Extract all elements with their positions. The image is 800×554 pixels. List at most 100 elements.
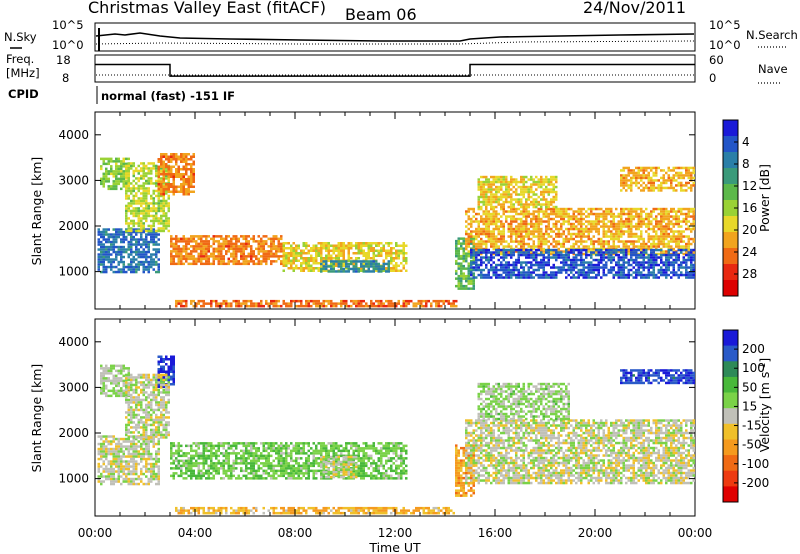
power-echo-cell	[492, 251, 495, 254]
power-echo-cell	[557, 251, 560, 254]
power-echo-cell	[542, 242, 545, 246]
power-echo-cell	[157, 158, 160, 161]
power-echo-cell	[120, 170, 123, 173]
power-echo-cell	[172, 255, 175, 258]
power-echo-cell	[522, 242, 525, 246]
power-echo-cell	[275, 260, 278, 263]
power-echo-cell	[455, 239, 458, 243]
power-echo-cell	[342, 264, 345, 267]
power-echo-cell	[555, 198, 558, 201]
power-echo-cell	[550, 198, 553, 201]
power-echo-cell	[387, 244, 390, 247]
power-echo-cell	[337, 260, 340, 263]
power-echo-cell	[500, 256, 503, 259]
power-echo-cell	[550, 250, 553, 253]
power-echo-cell	[357, 260, 360, 263]
power-echo-cell	[487, 256, 490, 259]
power-echo-cell	[562, 215, 565, 218]
power-echo-cell	[595, 258, 598, 262]
power-echo-cell	[637, 266, 640, 269]
power-echo-cell	[527, 273, 530, 277]
power-echo-cell	[192, 235, 195, 238]
power-echo-cell	[595, 268, 598, 272]
power-echo-cell	[145, 253, 148, 256]
power-echo-cell	[547, 227, 550, 231]
power-echo-cell	[667, 261, 670, 264]
power-echo-cell	[305, 264, 308, 267]
power-echo-cell	[250, 255, 253, 258]
nsearch-label: N.Search	[746, 28, 798, 42]
power-echo-cell	[402, 252, 405, 255]
power-echo-cell	[262, 304, 265, 308]
power-echo-cell	[530, 212, 533, 216]
power-echo-cell	[507, 180, 510, 184]
power-echo-cell	[667, 212, 670, 216]
power-echo-cell	[175, 252, 178, 256]
power-echo-cell	[622, 271, 625, 274]
power-echo-cell	[475, 237, 478, 241]
power-echo-cell	[262, 252, 265, 256]
power-echo-cell	[162, 153, 165, 156]
power-echo-cell	[597, 251, 600, 254]
power-echo-cell	[380, 254, 383, 257]
power-echo-cell	[325, 269, 328, 272]
power-echo-cell	[232, 247, 235, 251]
power-echo-cell	[527, 261, 530, 264]
power-echo-cell	[615, 232, 618, 236]
power-echo-cell	[682, 207, 685, 211]
power-echo-cell	[635, 273, 638, 277]
power-echo-cell	[662, 261, 665, 264]
power-echo-cell	[237, 302, 240, 305]
power-echo-cell	[490, 256, 493, 259]
power-echo-cell	[637, 240, 640, 243]
power-echo-cell	[105, 228, 108, 231]
power-echo-cell	[655, 166, 658, 170]
power-echo-cell	[475, 245, 478, 248]
power-echo-cell	[580, 225, 583, 228]
power-echo-cell	[667, 222, 670, 226]
power-echo-cell	[150, 227, 153, 230]
power-echo-cell	[137, 209, 140, 213]
power-echo-cell	[582, 268, 585, 272]
power-echo-cell	[667, 242, 670, 246]
power-echo-cell	[680, 181, 683, 185]
power-echo-cell	[525, 227, 528, 231]
power-ytick-label: 1000	[58, 265, 89, 279]
power-echo-cell	[175, 242, 178, 246]
power-echo-cell	[640, 179, 643, 182]
power-echo-cell	[137, 222, 140, 225]
power-echo-cell	[397, 302, 400, 305]
power-echo-cell	[475, 258, 478, 262]
power-echo-cell	[357, 270, 360, 273]
power-echo-cell	[597, 240, 600, 243]
power-echo-cell	[590, 227, 593, 231]
power-echo-cell	[597, 263, 600, 267]
power-echo-cell	[495, 263, 498, 267]
power-echo-cell	[122, 270, 125, 274]
power-echo-cell	[300, 254, 303, 257]
power-echo-cell	[660, 184, 663, 187]
power-echo-cell	[167, 173, 170, 176]
power-echo-cell	[515, 198, 518, 201]
power-echo-cell	[125, 182, 128, 185]
power-echo-cell	[507, 268, 510, 272]
power-echo-cell	[612, 256, 615, 259]
power-echo-cell	[162, 197, 165, 200]
power-echo-cell	[537, 235, 540, 238]
power-echo-cell	[202, 242, 205, 246]
power-echo-cell	[522, 240, 525, 243]
power-echo-cell	[660, 230, 663, 233]
power-echo-cell	[510, 276, 513, 279]
power-echo-cell	[222, 242, 225, 246]
power-echo-cell	[125, 270, 128, 274]
power-echo-cell	[617, 271, 620, 274]
power-echo-cell	[660, 232, 663, 236]
power-echo-cell	[567, 247, 570, 251]
power-echo-cell	[147, 177, 150, 180]
power-echo-cell	[207, 247, 210, 251]
power-echo-cell	[565, 237, 568, 241]
power-echo-cell	[450, 302, 453, 305]
power-echo-cell	[480, 242, 483, 246]
power-echo-cell	[620, 248, 623, 252]
power-echo-cell	[692, 273, 695, 277]
